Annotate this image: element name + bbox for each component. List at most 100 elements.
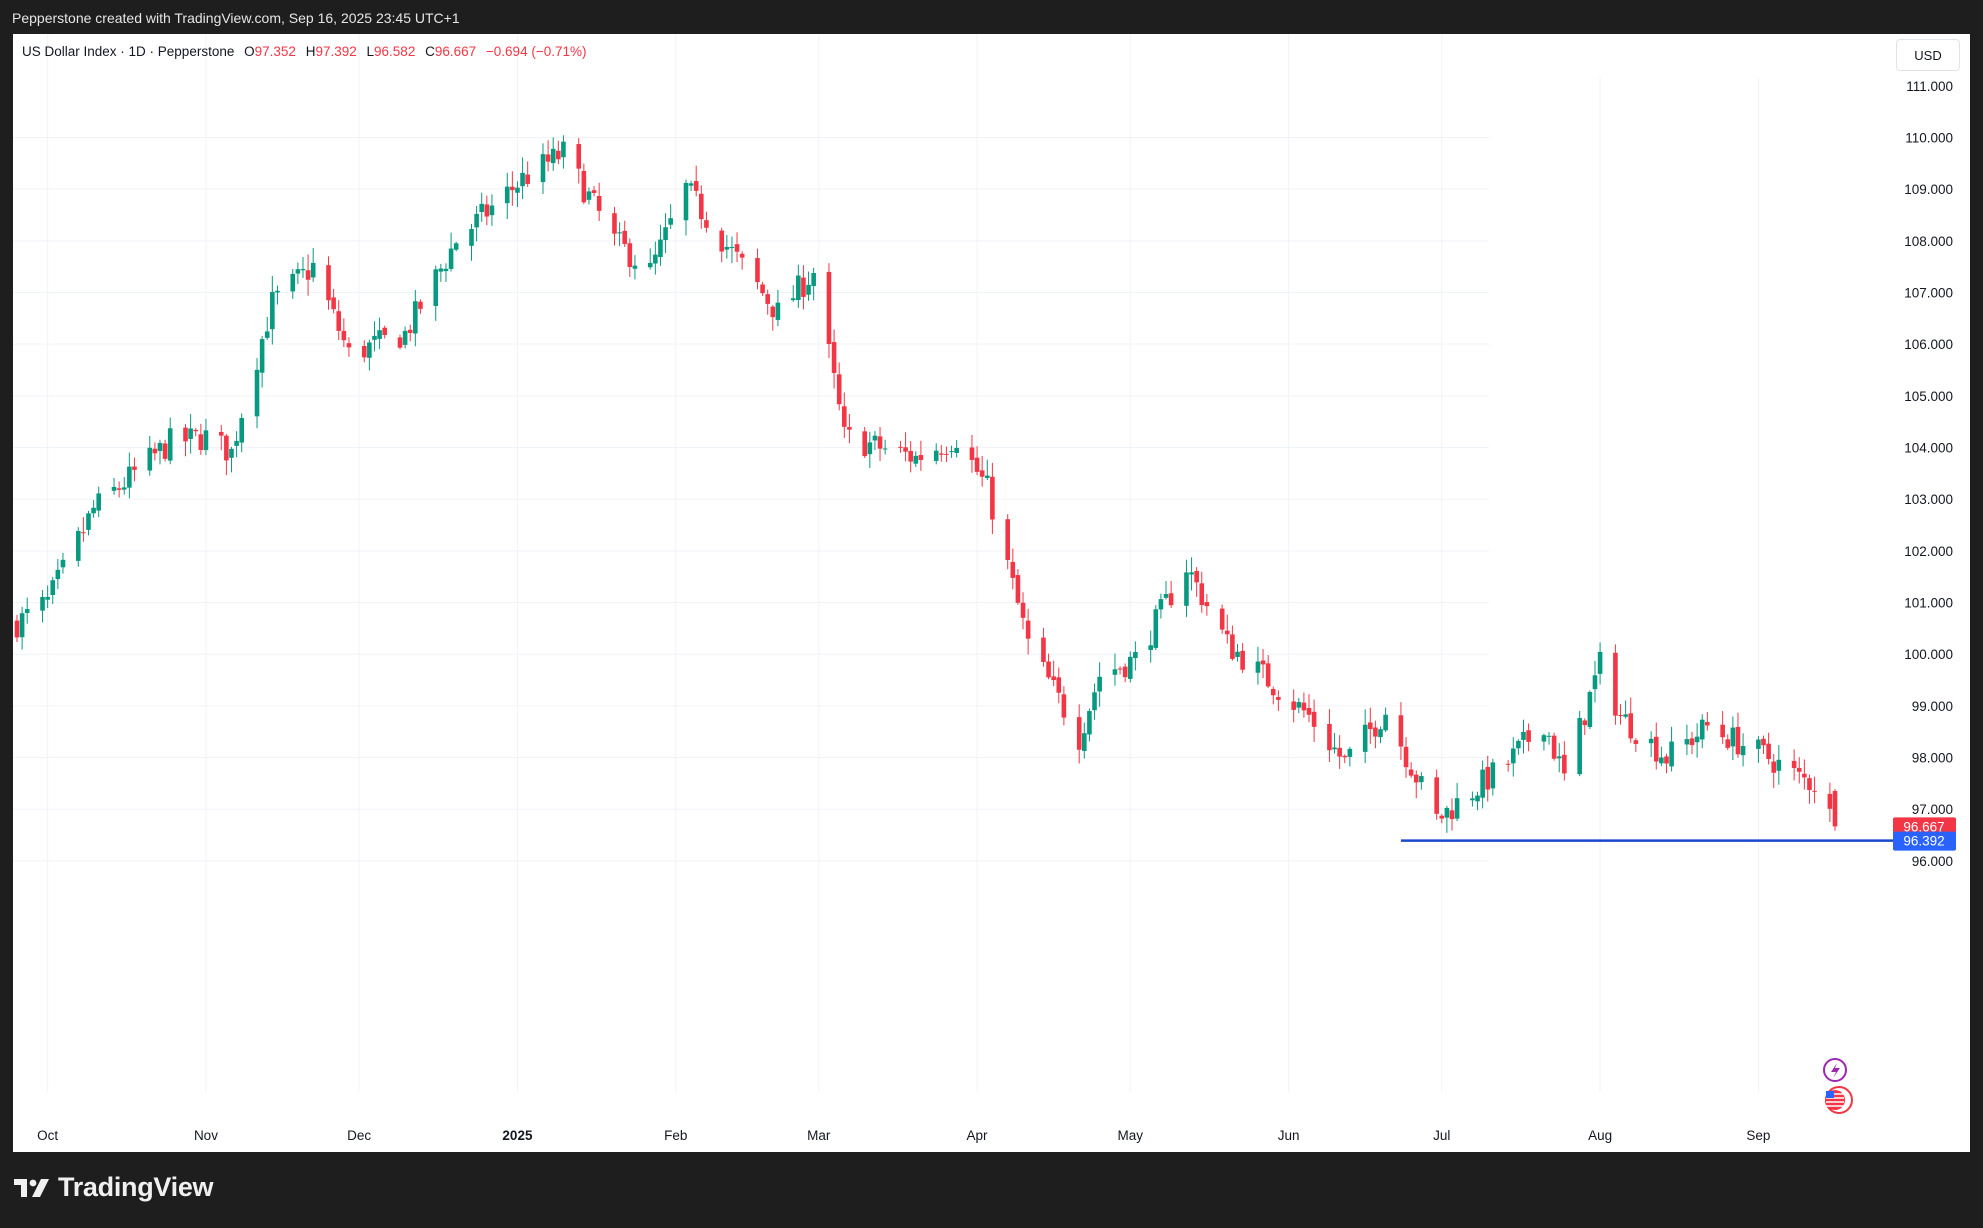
- candle[interactable]: [841, 392, 847, 438]
- candle[interactable]: [152, 442, 158, 461]
- candle[interactable]: [1756, 736, 1761, 763]
- candle[interactable]: [1082, 722, 1087, 759]
- candle[interactable]: [1291, 689, 1296, 723]
- candle[interactable]: [1158, 593, 1164, 619]
- candle[interactable]: [1127, 651, 1133, 683]
- candle[interactable]: [448, 232, 454, 272]
- candle[interactable]: [903, 432, 908, 462]
- candle[interactable]: [19, 606, 25, 650]
- candle[interactable]: [382, 325, 387, 339]
- candle[interactable]: [510, 171, 515, 206]
- candle[interactable]: [234, 431, 239, 458]
- candle[interactable]: [1684, 724, 1690, 756]
- candle[interactable]: [1342, 754, 1348, 764]
- candle[interactable]: [1505, 760, 1511, 772]
- candle[interactable]: [81, 517, 86, 542]
- candle[interactable]: [898, 440, 903, 453]
- candle[interactable]: [1551, 732, 1557, 761]
- candle[interactable]: [377, 317, 382, 350]
- candle[interactable]: [913, 451, 919, 467]
- candle[interactable]: [121, 476, 127, 495]
- candle[interactable]: [663, 213, 668, 254]
- candle[interactable]: [1582, 718, 1588, 736]
- currency-button[interactable]: USD: [1896, 39, 1960, 71]
- candle[interactable]: [270, 276, 275, 345]
- candle[interactable]: [872, 431, 878, 451]
- candle[interactable]: [218, 425, 224, 451]
- candle[interactable]: [1613, 644, 1618, 725]
- candle[interactable]: [1025, 608, 1031, 655]
- candle[interactable]: [1419, 772, 1424, 790]
- candle[interactable]: [157, 439, 163, 465]
- candle[interactable]: [1832, 788, 1838, 831]
- candle[interactable]: [341, 318, 347, 348]
- candle[interactable]: [944, 446, 949, 463]
- candle[interactable]: [1475, 791, 1480, 811]
- candle[interactable]: [14, 614, 20, 643]
- candle[interactable]: [586, 187, 592, 205]
- candle[interactable]: [1087, 708, 1092, 742]
- candle[interactable]: [413, 289, 418, 347]
- candle[interactable]: [1587, 690, 1593, 730]
- candle[interactable]: [433, 265, 439, 321]
- candle[interactable]: [545, 140, 551, 172]
- candle[interactable]: [760, 281, 765, 296]
- candle[interactable]: [1664, 753, 1669, 774]
- candle[interactable]: [622, 220, 628, 247]
- candle[interactable]: [1383, 707, 1388, 733]
- candle[interactable]: [1378, 726, 1383, 744]
- candle[interactable]: [1224, 614, 1230, 644]
- candle[interactable]: [908, 441, 913, 473]
- candle[interactable]: [1705, 712, 1710, 731]
- candle[interactable]: [796, 264, 801, 308]
- candle[interactable]: [1807, 774, 1812, 804]
- candle[interactable]: [193, 428, 199, 437]
- candle[interactable]: [75, 527, 81, 567]
- candle[interactable]: [1623, 700, 1628, 719]
- candle[interactable]: [24, 597, 30, 624]
- candle[interactable]: [836, 362, 842, 411]
- candle[interactable]: [1592, 660, 1598, 703]
- candle[interactable]: [1526, 723, 1531, 752]
- candle[interactable]: [704, 211, 709, 233]
- candle[interactable]: [1255, 646, 1261, 685]
- candle[interactable]: [1669, 726, 1674, 772]
- candle[interactable]: [1362, 709, 1368, 764]
- candle[interactable]: [1092, 683, 1097, 720]
- candle[interactable]: [239, 413, 244, 453]
- candle[interactable]: [1015, 569, 1021, 605]
- candle[interactable]: [1204, 594, 1210, 616]
- candle[interactable]: [826, 263, 832, 359]
- candle[interactable]: [1056, 667, 1062, 704]
- candle[interactable]: [984, 459, 990, 481]
- candle[interactable]: [96, 486, 102, 518]
- candle[interactable]: [724, 234, 730, 259]
- candle[interactable]: [1311, 699, 1317, 742]
- candle[interactable]: [617, 222, 622, 247]
- candle[interactable]: [1521, 719, 1526, 754]
- candle[interactable]: [831, 329, 837, 389]
- candle[interactable]: [1439, 814, 1445, 824]
- candle[interactable]: [1628, 697, 1634, 743]
- candle[interactable]: [699, 185, 704, 229]
- candle[interactable]: [1771, 753, 1777, 788]
- candle[interactable]: [1332, 733, 1337, 754]
- candle[interactable]: [969, 434, 975, 473]
- candle[interactable]: [658, 224, 663, 266]
- symbol-title[interactable]: US Dollar Index · 1D · Pepperstone: [22, 44, 235, 59]
- candle[interactable]: [1117, 666, 1123, 675]
- candle[interactable]: [1010, 548, 1016, 590]
- candle[interactable]: [1490, 758, 1496, 796]
- candle[interactable]: [1562, 741, 1567, 781]
- candle[interactable]: [1097, 662, 1102, 707]
- candle[interactable]: [346, 337, 352, 357]
- candle[interactable]: [596, 182, 602, 221]
- candle[interactable]: [775, 290, 781, 327]
- candle[interactable]: [397, 334, 403, 350]
- candle[interactable]: [183, 424, 188, 457]
- candle[interactable]: [520, 157, 525, 200]
- candle[interactable]: [1470, 791, 1475, 807]
- candle[interactable]: [739, 251, 745, 270]
- candle[interactable]: [438, 263, 444, 282]
- candle[interactable]: [949, 445, 954, 458]
